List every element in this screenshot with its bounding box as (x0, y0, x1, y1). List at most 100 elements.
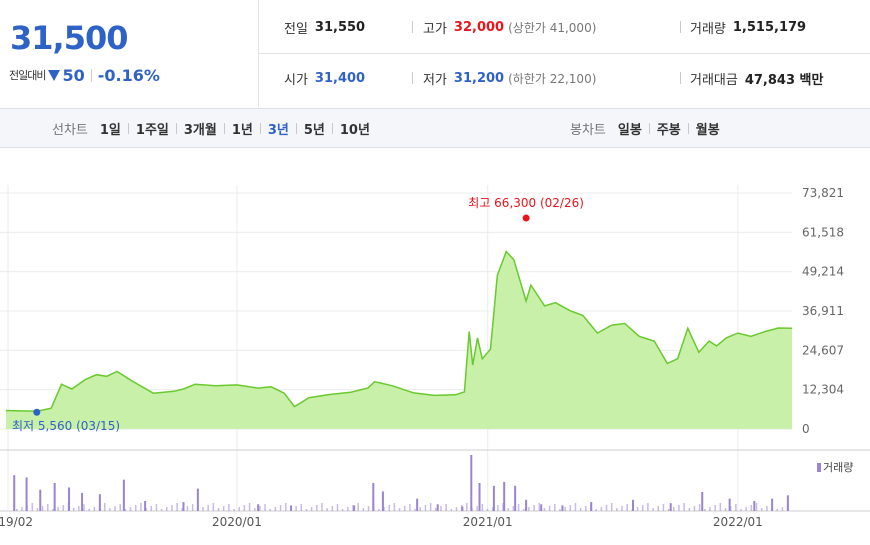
annotations: 최고 66,300 (02/26) 최저 5,560 (03/15) (12, 196, 584, 433)
volume-bar (610, 503, 613, 511)
volume-bar (771, 504, 773, 511)
volume-bar (559, 509, 561, 511)
volume-bar (357, 503, 359, 511)
candle-chart-tabs: 봉차트 일봉 주봉 월봉 (570, 109, 720, 147)
volume-bar (68, 487, 71, 511)
y-tick-label: 36,911 (802, 304, 844, 318)
tab-1w[interactable]: 1주일 (135, 122, 169, 138)
volume-bar (704, 509, 706, 511)
divider (687, 122, 689, 134)
volume-bar (181, 508, 184, 511)
tab-1d[interactable]: 1일 (99, 122, 121, 138)
volume-bar (383, 507, 385, 511)
stat-amount: 거래대금 47,843 백만 (690, 68, 823, 88)
volume-bar (233, 509, 235, 511)
volume-bar (669, 503, 672, 511)
stat-low: 저가 31,200 (하한가 22,100) (423, 68, 596, 88)
change-row: 전일대비 50 -0.16% (9, 63, 160, 87)
volume-bar (419, 507, 422, 511)
change-value: 50 (62, 65, 85, 85)
volume-bar (372, 504, 375, 511)
volume-bar (207, 505, 209, 511)
volume-bar (569, 505, 572, 511)
volume-bar (466, 503, 468, 511)
volume-bar (78, 506, 80, 511)
volume-bar (435, 508, 437, 511)
volume-bar (13, 475, 16, 511)
volume-bar (336, 504, 339, 511)
stat-value: 47,843 백만 (744, 72, 824, 88)
volume-bar (171, 505, 173, 511)
tab-daily[interactable]: 일봉 (617, 122, 642, 138)
volume-bar (429, 503, 432, 511)
tab-3y[interactable]: 3년 (267, 122, 289, 138)
volume-bar (528, 507, 530, 511)
divider (90, 68, 92, 82)
tab-5y[interactable]: 5년 (303, 122, 325, 138)
divider (175, 122, 177, 134)
volume-bar (605, 505, 608, 511)
divider (680, 21, 681, 33)
volume-bar (436, 504, 439, 511)
stat-label: 전일 (284, 21, 308, 37)
volume-bar (750, 505, 753, 511)
volume-bar (122, 479, 125, 511)
volume-bar (688, 508, 691, 511)
tab-weekly[interactable]: 주봉 (656, 122, 681, 138)
tab-monthly[interactable]: 월봉 (695, 122, 720, 138)
tab-3m[interactable]: 3개월 (183, 122, 217, 138)
volume-bar (514, 485, 517, 511)
volume-bar (533, 505, 535, 511)
volume-bar (124, 509, 127, 511)
volume-bar (353, 505, 356, 511)
volume-bar (145, 508, 147, 511)
volume-bar (72, 508, 75, 511)
y-tick-label: 49,214 (802, 265, 844, 279)
volume-bar (67, 503, 70, 511)
stat-value: 32,000 (453, 19, 505, 35)
divider (412, 72, 413, 84)
volume-bar (631, 509, 634, 511)
tab-1y[interactable]: 1년 (231, 122, 253, 138)
volume-bar (652, 508, 654, 511)
price-summary: 31,500 전일대비 50 -0.16% (0, 0, 259, 107)
volume-bar (228, 504, 230, 511)
line-chart-label: 선차트 (52, 122, 88, 138)
candle-chart-label: 봉차트 (570, 122, 606, 138)
stat-label: 거래대금 (690, 72, 738, 88)
volume-bar (140, 503, 142, 511)
line-chart-tabs: 선차트 1일 1주일 3개월 1년 3년 5년 10년 (52, 109, 370, 147)
volume-bar (285, 503, 287, 511)
stat-value: 31,200 (453, 70, 505, 86)
volume-bar (585, 506, 587, 511)
volume-bar (83, 504, 85, 511)
tab-10y[interactable]: 10년 (339, 122, 370, 138)
divider (680, 72, 681, 84)
stat-sub: (하한가 22,100) (508, 71, 597, 86)
volume-bar (316, 505, 318, 511)
volume-bar (662, 504, 665, 511)
volume-bar (753, 500, 756, 511)
stat-volume: 거래량 1,515,179 (690, 17, 806, 37)
stat-label: 저가 (423, 72, 447, 88)
volume-bar (445, 504, 447, 511)
volume-bar (341, 509, 344, 511)
volume-bar (367, 506, 370, 511)
volume-bar (243, 505, 246, 511)
volume-bar (352, 505, 354, 511)
volume-bar (476, 506, 478, 511)
volume-bar (305, 509, 308, 511)
volume-bar (561, 505, 564, 511)
volume-bar (36, 508, 39, 511)
volume-bar (503, 481, 506, 511)
volume-bar (222, 506, 225, 511)
volume-bar (507, 508, 509, 511)
volume-bar (114, 506, 116, 511)
volume-bar (590, 504, 592, 511)
volume-bar (540, 504, 543, 511)
volume-bar (362, 508, 365, 511)
volume-bar (564, 507, 566, 511)
volume-bar (25, 477, 28, 511)
price-header: 31,500 전일대비 50 -0.16% 전일 31,550 고가 32,00… (0, 0, 870, 108)
min-point (33, 408, 41, 416)
